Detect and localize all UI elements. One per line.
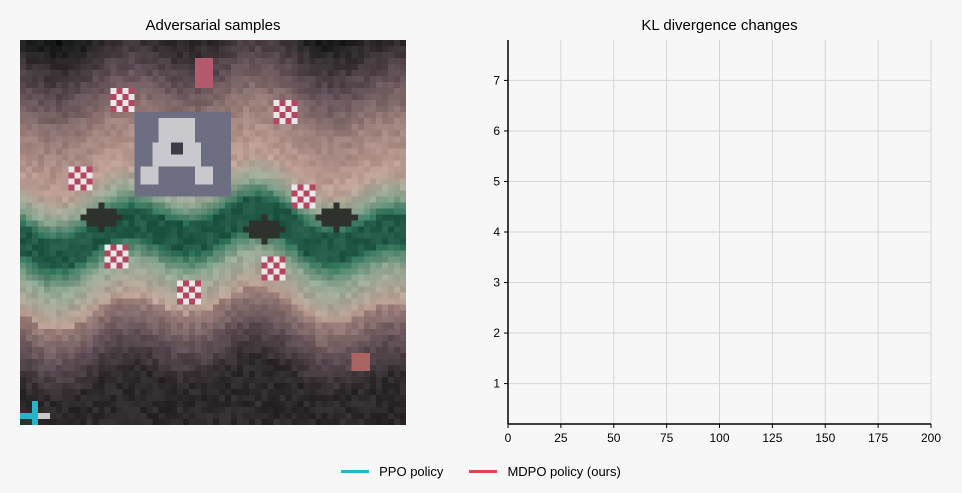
y-tick-label-5: 6 — [493, 124, 500, 138]
legend-label-ppo: PPO policy — [379, 464, 444, 479]
x-tick-label-1: 25 — [554, 431, 568, 445]
y-tick-label-1: 2 — [493, 326, 500, 340]
adversarial-samples-title: Adversarial samples — [145, 17, 281, 34]
x-tick-label-2: 50 — [607, 431, 621, 445]
x-tick-label-8: 200 — [921, 431, 941, 445]
legend-label-mdpo: MDPO policy (ours) — [507, 464, 621, 479]
legend-item-mdpo: MDPO policy (ours) — [469, 464, 621, 479]
x-tick-label-7: 175 — [868, 431, 888, 445]
y-tick-label-6: 7 — [493, 73, 500, 87]
y-tick-label-2: 3 — [493, 276, 500, 290]
x-tick-label-3: 75 — [660, 431, 674, 445]
chart-legend: PPO policy MDPO policy (ours) — [0, 464, 962, 479]
legend-swatch-mdpo — [469, 470, 498, 473]
kl-divergence-title: KL divergence changes — [641, 17, 798, 34]
x-tick-label-5: 125 — [762, 431, 782, 445]
legend-item-ppo: PPO policy — [341, 464, 443, 479]
legend-swatch-ppo — [341, 470, 370, 473]
adversarial-sample-image — [20, 40, 406, 425]
y-tick-label-3: 4 — [493, 225, 500, 239]
y-tick-label-0: 1 — [493, 377, 500, 391]
x-tick-label-4: 100 — [709, 431, 729, 445]
x-tick-label-6: 150 — [815, 431, 835, 445]
x-tick-label-0: 0 — [505, 431, 512, 445]
y-tick-label-4: 5 — [493, 174, 500, 188]
